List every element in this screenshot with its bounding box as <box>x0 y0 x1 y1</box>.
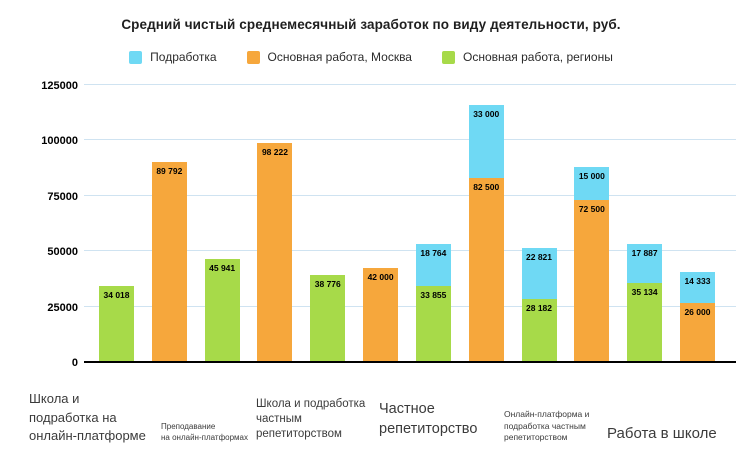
gridline <box>84 139 736 141</box>
x-axis-category-label: Преподавание на онлайн-платформах <box>161 422 248 442</box>
bar-value-label: 34 018 <box>103 289 130 300</box>
gridline <box>84 250 736 252</box>
y-axis-tick-label: 0 <box>71 357 78 369</box>
bar-value-label: 42 000 <box>367 271 394 282</box>
bar: 72 500 15 000 <box>574 167 610 361</box>
legend-swatch-icon <box>441 50 455 64</box>
chart-title: Средний чистый среднемесячный заработок … <box>121 17 621 32</box>
bar-segment: 38 776 <box>310 275 346 361</box>
x-axis-category-label: Школа и подработка на онлайн-платформе <box>29 391 146 443</box>
bar-value-label: 22 821 <box>526 251 552 262</box>
bar-segment: 34 018 <box>99 285 134 361</box>
legend-swatch-icon <box>246 50 260 64</box>
legend-label: Основная работа, регионы <box>462 50 613 64</box>
bar-segment: 89 792 <box>151 162 187 361</box>
bar: 45 941 <box>204 259 240 361</box>
y-axis-tick-label: 125000 <box>41 80 78 92</box>
bar-value-label: 82 500 <box>473 182 500 193</box>
x-axis-category-label: Онлайн-платформа и подработка частным ре… <box>504 409 590 442</box>
bar-segment: 98 222 <box>257 143 293 361</box>
bar-segment: 72 500 <box>574 200 610 361</box>
y-axis-tick-label: 75000 <box>47 190 78 203</box>
legend-item: Основная работа, Москва <box>246 50 412 64</box>
y-axis-tick-label: 100000 <box>41 135 78 148</box>
bar: 98 222 <box>257 143 293 361</box>
bar-segment: 33 855 <box>415 286 451 361</box>
bar-value-label: 28 182 <box>526 302 552 313</box>
bar-value-label: 45 941 <box>209 263 236 274</box>
bars-row: 34 018 89 792 45 941 98 222 38 776 42 000 33 8… <box>84 86 736 361</box>
bar-value-label: 33 000 <box>473 109 500 120</box>
bar: 89 792 <box>151 162 187 361</box>
bar-segment: 35 134 <box>627 283 663 361</box>
gridline <box>84 305 736 307</box>
bar-segment: 82 500 <box>468 178 504 361</box>
bar-value-label: 72 500 <box>578 204 605 215</box>
bar-value-label: 17 887 <box>631 247 658 258</box>
bar-segment: 17 887 <box>627 243 663 284</box>
bar-segment: 33 000 <box>468 105 504 179</box>
bar-segment: 18 764 <box>415 244 451 286</box>
bar-segment: 28 182 <box>521 298 557 361</box>
legend-label: Основная работа, Москва <box>267 50 412 64</box>
bar-value-label: 98 222 <box>261 147 288 158</box>
plot-area: 34 018 89 792 45 941 98 222 38 776 42 000 33 8… <box>84 84 736 363</box>
y-axis-tick-label: 50000 <box>47 246 78 259</box>
x-axis-category-label: Частное репетиторство <box>379 401 478 437</box>
legend-swatch-icon <box>129 50 143 64</box>
bar: 38 776 <box>310 275 346 361</box>
legend: Подработка Основная работа, Москва Основна… <box>0 50 742 64</box>
bar: 33 855 18 764 <box>415 244 451 361</box>
bar-value-label: 26 000 <box>684 307 711 318</box>
gridline <box>84 84 736 85</box>
legend-item: Подработка <box>129 50 217 64</box>
legend-item: Основная работа, регионы <box>441 50 613 64</box>
bar-value-label: 33 855 <box>420 290 447 300</box>
bar-value-label: 35 134 <box>631 287 658 298</box>
bar-value-label: 38 776 <box>314 279 341 290</box>
bar-segment: 45 941 <box>204 259 240 361</box>
x-axis-category-label: Школа и подработка частным репетиторство… <box>256 398 366 440</box>
bar-segment: 26 000 <box>679 303 715 361</box>
bar: 82 500 33 000 <box>468 105 504 361</box>
y-axis-tick-label: 25000 <box>47 301 78 314</box>
bar-value-label: 14 333 <box>684 275 711 286</box>
bar-value-label: 15 000 <box>578 171 605 182</box>
bar-value-label: 89 792 <box>156 166 183 176</box>
bar-segment: 42 000 <box>363 267 399 361</box>
bar-segment: 22 821 <box>521 247 557 299</box>
bar: 34 018 <box>99 285 134 361</box>
bar: 35 134 17 887 <box>627 243 663 361</box>
legend-label: Подработка <box>150 50 217 64</box>
bar-segment: 15 000 <box>574 167 610 201</box>
y-axis: 0 25000 50000 75000 100000 125000 <box>0 80 78 369</box>
bar-segment: 14 333 <box>679 271 715 304</box>
bar-value-label: 18 764 <box>420 248 447 259</box>
bar: 26 000 14 333 <box>679 271 715 361</box>
gridline <box>84 194 736 196</box>
x-axis-category-label: Работа в школе <box>607 425 717 442</box>
bar: 42 000 <box>363 267 399 361</box>
bar: 28 182 22 821 <box>521 247 557 361</box>
